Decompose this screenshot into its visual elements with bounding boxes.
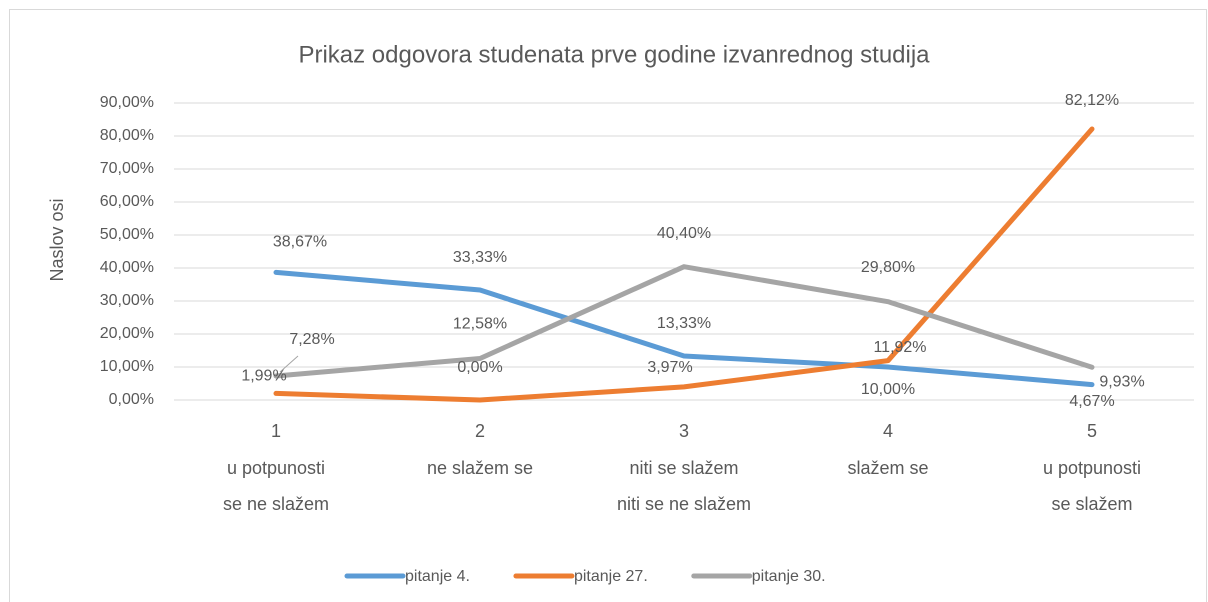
x-tick-label: 5 [1087,421,1097,441]
legend-label: pitanje 4. [405,568,470,585]
x-tick-label: 1 [271,421,281,441]
data-label: 82,12% [1065,92,1119,109]
y-tick-label: 40,00% [100,259,154,276]
y-tick-label: 90,00% [100,94,154,111]
data-label: 7,28% [289,331,334,348]
x-category-description: niti se slažem [629,458,738,478]
data-label: 3,97% [647,359,692,376]
x-category-description: niti se ne slažem [617,494,751,514]
data-label: 0,00% [457,359,502,376]
data-label: 11,92% [873,339,926,356]
x-tick-label: 3 [679,421,689,441]
data-label: 10,00% [861,381,915,398]
x-category-description: se ne slažem [223,494,329,514]
y-tick-label: 50,00% [100,226,154,243]
y-tick-label: 60,00% [100,193,154,210]
chart-frame [9,9,1207,602]
series-line [273,264,1095,379]
data-label: 29,80% [861,259,915,276]
x-tick-label: 2 [475,421,485,441]
x-category-description: ne slažem se [427,458,533,478]
data-label: 12,58% [453,316,507,333]
y-tick-label: 20,00% [100,325,154,342]
data-label: 38,67% [273,234,327,251]
chart-title: Prikaz odgovora studenata prve godine iz… [298,41,930,68]
y-tick-label: 0,00% [109,391,154,408]
data-label: 9,93% [1099,373,1144,390]
data-label: 40,40% [657,225,711,242]
data-label: 13,33% [657,315,711,332]
x-tick-label: 4 [883,421,893,441]
series-line [273,269,1095,388]
data-label: 4,67% [1069,393,1114,410]
leader-line [279,355,299,373]
x-category-description: u potpunosti [227,458,325,478]
y-tick-label: 30,00% [100,292,154,309]
x-category-description: se slažem [1051,494,1132,514]
series-line [273,126,1095,403]
x-category-description: u potpunosti [1043,458,1141,478]
legend-label: pitanje 27. [574,568,648,585]
y-tick-label: 80,00% [100,127,154,144]
legend-label: pitanje 30. [752,568,826,585]
x-category-description: slažem se [847,458,928,478]
data-label: 1,99% [241,368,286,385]
data-label: 33,33% [453,249,507,266]
y-axis-title: Naslov osi [47,198,67,281]
y-tick-label: 70,00% [100,160,154,177]
y-tick-label: 10,00% [100,358,154,375]
